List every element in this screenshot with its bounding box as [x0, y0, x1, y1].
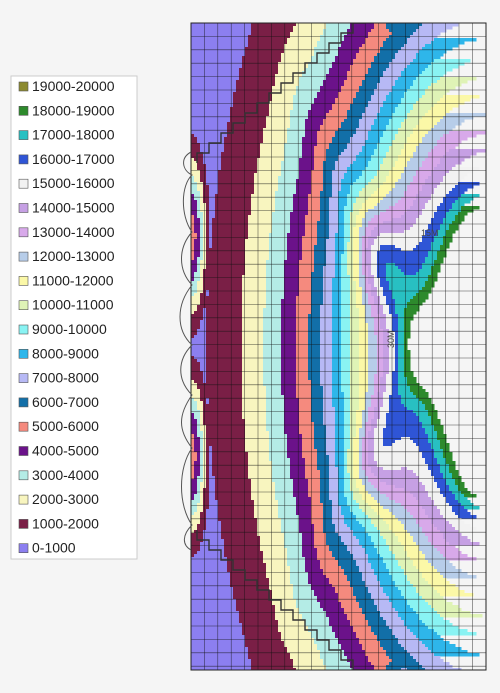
legend-swatch	[18, 227, 29, 238]
legend-label: 6000-7000	[32, 394, 99, 410]
legend-swatch	[18, 519, 29, 529]
legend-item-7000-8000: 7000-8000	[18, 370, 99, 386]
legend-swatch	[18, 106, 29, 116]
legend-label: 19000-20000	[32, 78, 115, 94]
legend-item-11000-12000: 11000-12000	[18, 272, 114, 288]
legend-label: 0-1000	[32, 540, 76, 556]
legend-label: 9000-10000	[32, 321, 107, 337]
legend-swatch	[18, 373, 29, 383]
legend-swatch	[18, 470, 29, 481]
legend-swatch	[18, 324, 29, 335]
legend-label: 2000-3000	[32, 491, 99, 507]
legend-label: 5000-6000	[32, 418, 99, 434]
legend-swatch	[18, 421, 29, 432]
legend-label: 1000-2000	[32, 515, 99, 531]
legend-swatch	[18, 397, 29, 408]
legend-label: 8000-9000	[32, 345, 99, 361]
legend-item-10000-11000: 10000-11000	[18, 297, 114, 313]
legend-item-16000-17000: 16000-17000	[18, 151, 115, 167]
legend-swatch	[18, 276, 29, 286]
legend-item-9000-10000: 9000-10000	[18, 321, 107, 337]
legend-item-2000-3000: 2000-3000	[18, 491, 99, 507]
legend-swatch	[18, 203, 29, 213]
grid-label-15m: 15M	[421, 228, 439, 238]
legend-label: 15000-16000	[32, 175, 115, 191]
grid-lines	[191, 23, 486, 670]
legend-swatch	[18, 81, 29, 92]
legend-item-5000-6000: 5000-6000	[18, 418, 99, 434]
legend: 19000-20000 18000-19000 17000-18000 16000-1…	[10, 75, 138, 560]
grid-labels: 15M 30M	[386, 228, 439, 348]
legend-swatch	[18, 446, 29, 456]
legend-swatch	[18, 154, 29, 165]
legend-swatch	[18, 494, 29, 505]
legend-item-8000-9000: 8000-9000	[18, 345, 99, 361]
legend-swatch	[18, 251, 29, 262]
legend-label: 10000-11000	[32, 297, 114, 313]
legend-label: 4000-5000	[32, 443, 99, 459]
legend-swatch	[18, 543, 29, 554]
legend-item-18000-19000: 18000-19000	[18, 102, 115, 118]
legend-item-14000-15000: 14000-15000	[18, 200, 115, 216]
legend-item-0-1000: 0-1000	[18, 540, 76, 556]
legend-item-4000-5000: 4000-5000	[18, 443, 99, 459]
contour-plot-area: 15M 30M	[191, 23, 486, 670]
legend-connector	[179, 151, 193, 551]
legend-item-1000-2000: 1000-2000	[18, 515, 99, 531]
grid-label-30m: 30M	[386, 330, 396, 348]
legend-label: 7000-8000	[32, 370, 99, 386]
legend-label: 14000-15000	[32, 200, 115, 216]
legend-label: 16000-17000	[32, 151, 115, 167]
legend-label: 3000-4000	[32, 467, 99, 483]
legend-item-19000-20000: 19000-20000	[18, 78, 115, 94]
legend-swatch	[18, 300, 29, 311]
legend-item-6000-7000: 6000-7000	[18, 394, 99, 410]
legend-label: 13000-14000	[32, 224, 115, 240]
legend-swatch	[18, 178, 29, 189]
legend-label: 17000-18000	[32, 127, 115, 143]
legend-label: 12000-13000	[32, 248, 115, 264]
legend-swatch	[18, 348, 29, 359]
legend-box	[10, 75, 138, 560]
legend-swatch	[18, 130, 29, 140]
measurement-outline	[196, 23, 365, 670]
legend-item-13000-14000: 13000-14000	[18, 224, 115, 240]
legend-label: 18000-19000	[32, 102, 115, 118]
legend-item-3000-4000: 3000-4000	[18, 467, 99, 483]
legend-item-12000-13000: 12000-13000	[18, 248, 115, 264]
legend-item-17000-18000: 17000-18000	[18, 127, 115, 143]
legend-label: 11000-12000	[32, 272, 114, 288]
legend-item-15000-16000: 15000-16000	[18, 175, 115, 191]
